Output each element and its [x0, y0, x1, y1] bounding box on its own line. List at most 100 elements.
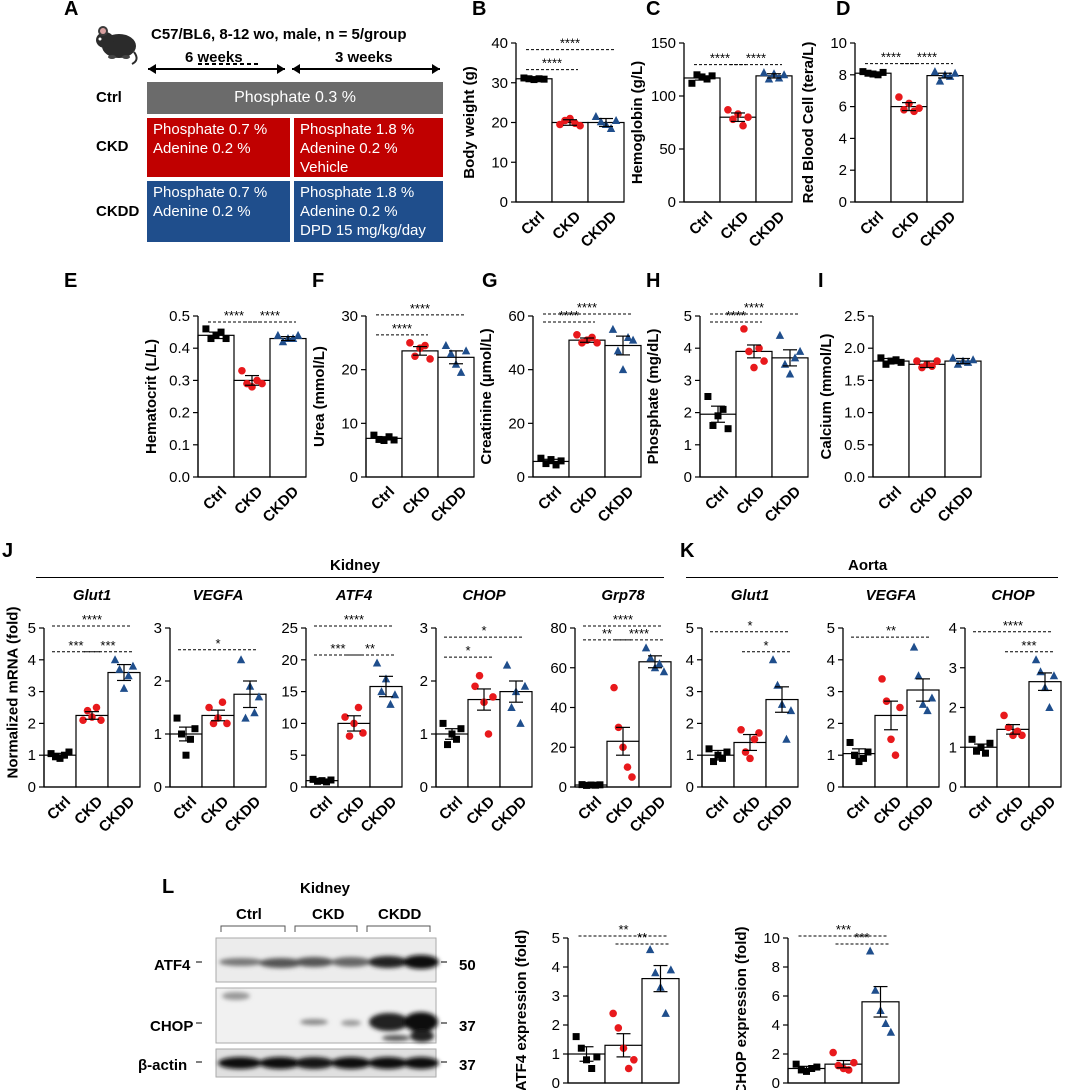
y-tick-label: 50 — [659, 141, 676, 158]
point-ctrl — [710, 758, 718, 766]
y-tick-label: 0 — [559, 779, 567, 796]
point-ckd — [421, 341, 429, 350]
point-ctrl — [186, 735, 194, 743]
y-axis-label: Hematocrit (L/L) — [143, 339, 160, 454]
panel-letter-l: L — [162, 876, 175, 898]
point-ckd — [878, 675, 886, 683]
point-ctrl — [540, 75, 548, 83]
significance-label: *** — [854, 930, 869, 945]
period-6weeks: 6 weeks — [185, 49, 243, 66]
point-ctrl — [797, 1066, 805, 1074]
point-ckdd — [596, 117, 606, 126]
point-ckd — [933, 357, 941, 365]
bar-ckd — [467, 698, 501, 788]
point-ckd — [97, 716, 105, 725]
design-header: C57/BL6, 8-12 wo, male, n = 5/group — [151, 26, 407, 43]
point-ctrl — [704, 393, 712, 400]
point-ctrl — [182, 751, 190, 759]
x-label-ckdd: CKDD — [428, 483, 471, 526]
point-ckd — [209, 719, 218, 728]
y-tick-label: 5 — [684, 308, 692, 325]
y-tick-label: 5 — [552, 930, 560, 947]
y-tick-label: 3 — [28, 684, 36, 701]
y-tick-label: 30 — [491, 75, 508, 92]
ckdd-period1-box: Phosphate 0.7 % Adenine 0.2 % — [147, 181, 290, 242]
bar-ckd — [233, 379, 271, 478]
point-ctrl — [596, 781, 604, 789]
bar-ctrl — [854, 72, 892, 203]
ckdd-p1-line2: Adenine 0.2 % — [153, 203, 251, 220]
point-ckd — [724, 105, 732, 114]
y-tick-label: 5 — [290, 747, 298, 764]
significance-label: * — [747, 618, 752, 633]
y-tick-label: 4 — [772, 1017, 780, 1034]
point-ckd — [928, 362, 936, 371]
significance-label: * — [215, 636, 220, 651]
point-ctrl — [537, 454, 545, 462]
y-tick-label: 20 — [281, 652, 298, 669]
y-tick-label: 2 — [684, 405, 692, 422]
panel-letter-a: A — [64, 0, 79, 20]
point-ckdd — [608, 324, 618, 333]
blot-label-chop: CHOP — [150, 1018, 194, 1035]
point-ckdd — [516, 718, 525, 727]
ctrl-diet-box: Phosphate 0.3 % — [147, 82, 443, 114]
point-ckdd — [254, 692, 264, 701]
point-ckdd — [759, 68, 769, 77]
row-label-ckdd: CKDD — [96, 203, 140, 220]
bar-ckd — [201, 714, 235, 788]
chart-title: Glut1 — [731, 587, 769, 604]
y-tick-label: 1 — [28, 747, 36, 764]
point-ckdd — [618, 365, 628, 374]
timeline-arrows — [148, 64, 440, 74]
point-ckd — [755, 344, 763, 353]
ckd-period1-box: Phosphate 0.7 % Adenine 0.2 % — [147, 118, 290, 177]
blot-mw-chop: 37 — [459, 1018, 476, 1035]
significance-label: **** — [224, 308, 244, 323]
point-ckd — [614, 1024, 623, 1032]
point-ctrl — [877, 354, 885, 362]
y-tick-label: 6 — [839, 99, 847, 116]
bar-ckdd — [641, 977, 680, 1084]
point-ctrl — [723, 748, 731, 756]
significance-label: **** — [881, 50, 901, 65]
point-ctrl — [173, 714, 181, 722]
x-label-ctrl: Ctrl — [702, 793, 732, 823]
y-tick-label: 4 — [686, 652, 694, 669]
point-ctrl — [864, 69, 872, 77]
point-ckdd — [795, 346, 805, 355]
significance-label: ** — [637, 930, 647, 945]
y-tick-label: 150 — [651, 35, 676, 52]
y-tick-label: 1.0 — [844, 405, 865, 422]
point-ctrl — [879, 68, 887, 76]
bar-ckdd — [437, 356, 475, 478]
point-ckdd — [250, 708, 259, 717]
bar-ckd — [908, 363, 946, 478]
y-tick-label: 0.2 — [169, 405, 190, 422]
y-tick-label: 3 — [949, 660, 957, 677]
y-tick-label: 10 — [763, 930, 780, 947]
point-ckdd — [666, 965, 676, 974]
point-ctrl — [981, 749, 989, 757]
point-ckdd — [446, 349, 456, 358]
y-tick-label: 1 — [949, 739, 957, 756]
point-ctrl — [222, 335, 230, 343]
point-ckdd — [377, 687, 386, 696]
bar-ctrl — [435, 733, 469, 788]
y-axis-label: Calcium (mmol/L) — [818, 334, 835, 460]
point-ctrl — [370, 431, 378, 439]
point-ckdd — [918, 699, 928, 708]
y-tick-label: 1 — [686, 747, 694, 764]
point-ckdd — [775, 330, 785, 339]
bar-ctrl — [197, 334, 235, 478]
significance-label: *** — [330, 641, 345, 656]
x-label-ckdd: CKDD — [754, 793, 797, 836]
point-ckd — [1000, 711, 1008, 720]
y-tick-label: 0.0 — [169, 469, 190, 486]
y-tick-label: 0.5 — [169, 308, 190, 325]
